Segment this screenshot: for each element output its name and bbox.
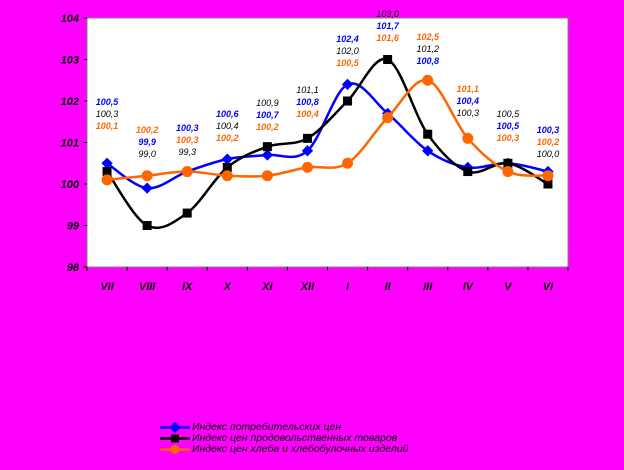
y-tick-label: 99 [67,221,80,233]
data-label-bread: 100,3 [497,133,520,143]
data-point-bread [542,170,554,182]
data-label-bread: 100,1 [96,121,119,131]
data-label-food: 99,3 [178,147,196,157]
data-point-bread [141,170,153,182]
data-label-cpi: 100,6 [216,109,240,119]
data-label-food: 99,0 [138,149,156,159]
x-tick-label: VIII [139,281,156,293]
data-label-bread: 100,2 [136,125,159,135]
data-label-cpi: 102,4 [336,34,359,44]
y-tick-label: 101 [61,138,79,150]
x-tick-label: XII [300,281,315,293]
legend-swatch-bread [160,445,190,454]
data-point-bread [422,74,434,86]
data-point-food [182,208,192,218]
data-point-food [343,96,353,106]
data-point-cpi [261,149,274,161]
data-point-food [543,179,553,189]
data-label-food: 100,3 [96,109,119,119]
legend-label-food: Индекс цен продовольственных товаров [192,432,398,444]
data-point-food [142,221,152,230]
legend-label-bread: Индекс цен хлеба и хлебобулочных изделий [192,443,409,455]
data-label-cpi: 100,8 [416,56,439,66]
data-label-bread: 100,5 [336,58,360,68]
data-point-bread [502,166,514,178]
x-tick-label: IV [463,281,475,293]
y-tick-label: 100 [61,179,80,191]
data-point-food [222,162,232,172]
y-tick-label: 104 [61,13,79,25]
legend-swatch-cpi [160,422,190,433]
data-point-food [302,133,312,143]
data-label-bread: 101,6 [376,33,400,43]
x-tick-label: VII [100,281,114,293]
y-tick-label: 102 [61,96,79,108]
data-label-bread: 100,2 [256,122,279,132]
y-tick-label: 98 [67,262,80,274]
data-label-food: 100,9 [256,98,279,108]
data-label-food: 102,0 [336,46,359,56]
data-point-food [262,142,272,152]
data-label-cpi: 100,4 [457,96,480,106]
data-point-bread [181,166,193,178]
data-label-food: 100,5 [497,109,521,119]
x-tick-label: IX [182,281,193,293]
data-point-bread [342,157,354,169]
x-tick-label: II [385,281,392,293]
x-tick-label: VI [543,281,554,293]
data-label-cpi: 100,5 [96,97,120,107]
data-label-cpi: 99,9 [138,137,156,147]
x-tick-label: I [346,281,350,293]
legend-label-cpi: Индекс потребительских цен [192,421,342,433]
data-label-food: 100,0 [537,149,560,159]
data-point-cpi [422,145,434,157]
y-tick-label: 103 [61,55,79,67]
data-label-bread: 100,4 [296,109,319,119]
data-label-cpi: 100,5 [497,121,521,131]
data-label-bread: 101,1 [457,84,480,94]
x-tick-label: X [223,281,232,293]
data-label-cpi: 100,3 [537,125,560,135]
data-point-cpi [301,145,314,157]
x-tick-label: XI [261,281,273,293]
data-point-food [102,167,112,177]
data-point-bread [261,170,273,182]
data-point-food [383,55,393,64]
data-point-bread [101,174,113,186]
data-label-cpi: 101,7 [376,21,400,31]
x-tick-label: V [504,281,513,293]
data-point-bread [221,170,233,182]
data-point-cpi [141,182,153,194]
data-label-bread: 100,3 [176,135,199,145]
data-label-bread: 102,5 [416,32,440,42]
x-tick-label: III [423,281,433,293]
data-label-food: 103,0 [376,9,399,19]
data-point-bread [382,112,394,124]
data-label-cpi: 100,8 [296,97,319,107]
data-label-food: 100,4 [216,121,239,131]
data-label-food: 101,1 [296,85,319,95]
data-label-cpi: 100,7 [256,110,280,120]
data-point-cpi [221,153,233,165]
data-point-food [423,129,433,139]
data-point-food [463,167,473,177]
legend-swatch-food [160,434,190,443]
data-point-bread [301,161,313,173]
data-label-food: 101,2 [416,44,439,54]
data-label-cpi: 100,3 [176,123,199,133]
data-label-food: 100,3 [457,108,480,118]
data-point-food [503,158,513,168]
data-label-bread: 100,2 [537,137,560,147]
data-point-bread [462,132,474,144]
data-label-bread: 100,2 [216,133,239,143]
